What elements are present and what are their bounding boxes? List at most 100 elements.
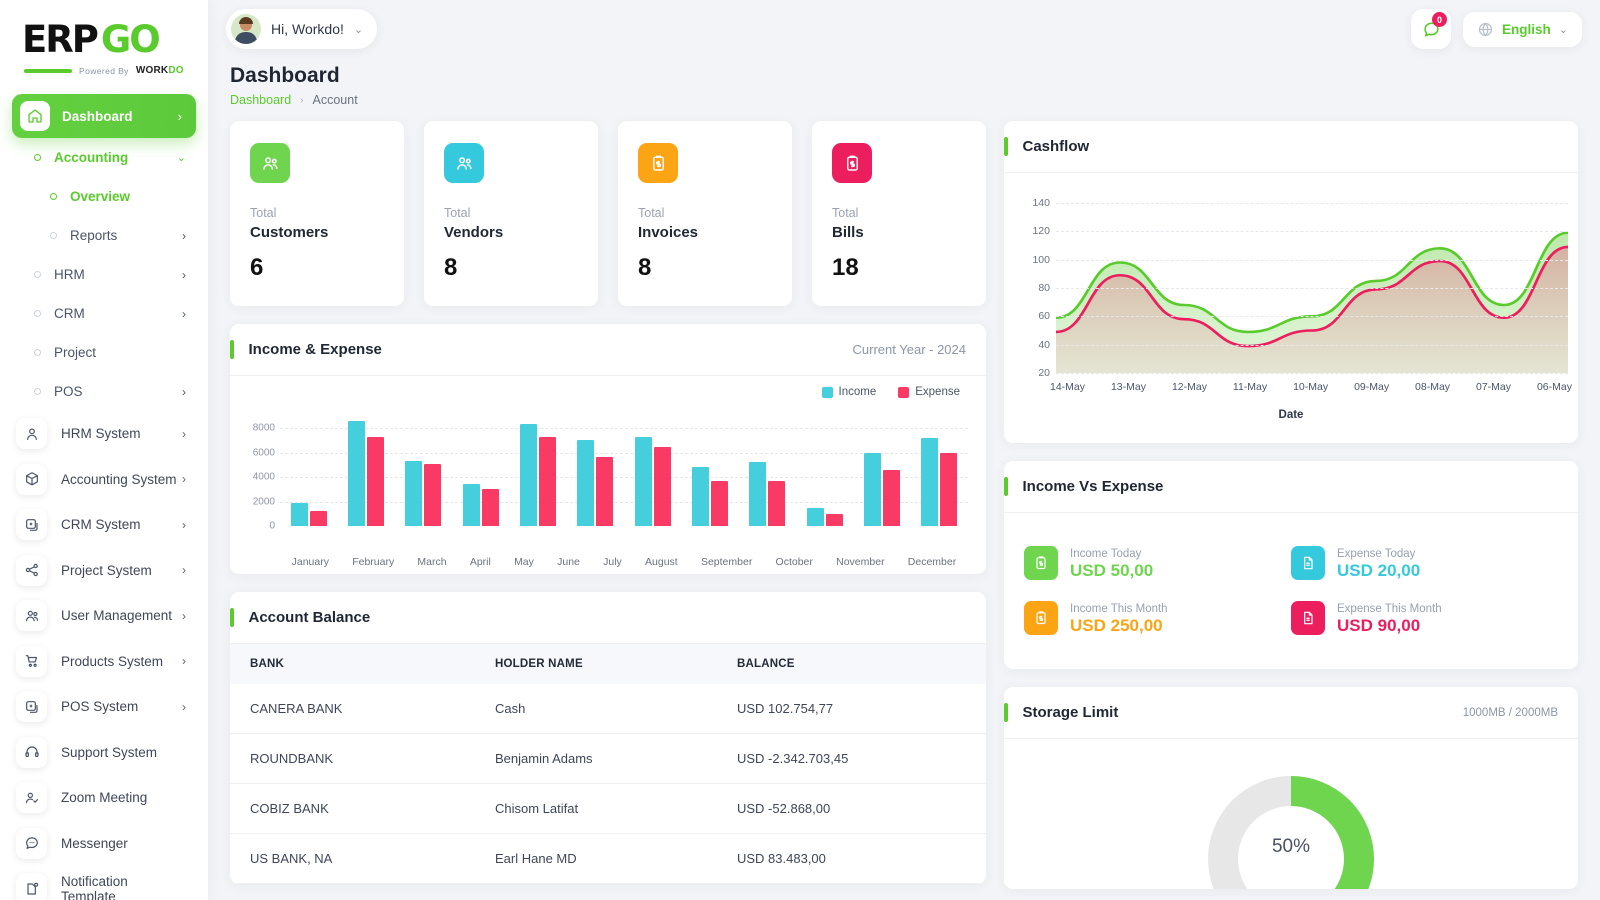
gauge-donut — [1199, 767, 1383, 889]
stat-label: Vendors — [444, 224, 504, 241]
bar-group[interactable] — [749, 416, 786, 526]
table-header-row: BANK HOLDER NAME BALANCE — [230, 644, 986, 684]
bar-group[interactable] — [405, 416, 442, 526]
box-icon — [16, 463, 47, 495]
sidebar-item-label: POS System — [61, 699, 139, 715]
table-row[interactable]: US BANK, NA Earl Hane MD USD 83.483,00 — [230, 833, 986, 884]
legend-item-income[interactable]: Income — [821, 386, 877, 398]
bar-group[interactable] — [290, 416, 327, 526]
stat-card-customers[interactable]: Total Customers 6 — [230, 121, 404, 306]
sidebar-item-crm[interactable]: CRM › — [0, 294, 208, 333]
sidebar-item-products-system[interactable]: Products System › — [0, 639, 208, 685]
x-tick-label: December — [907, 556, 957, 568]
x-tick-label: January — [291, 556, 329, 568]
sidebar-item-label: Overview — [70, 189, 131, 204]
bar-expense — [309, 511, 327, 526]
chevron-right-icon: › — [182, 384, 186, 399]
chevron-down-icon: ⌄ — [1558, 23, 1568, 36]
x-tick-label: July — [603, 556, 622, 568]
bullet-icon — [50, 193, 57, 200]
x-tick-label: 08-May — [1415, 381, 1451, 393]
bar-group[interactable] — [863, 416, 900, 526]
bar-group[interactable] — [577, 416, 614, 526]
y-tick-label: 4000 — [252, 471, 275, 483]
bar-expense — [653, 446, 671, 526]
page-title: Dashboard — [230, 64, 340, 87]
bar-group[interactable] — [806, 416, 843, 526]
table-cell: Cash — [475, 684, 717, 734]
bar-plot-area: 0 2000 4000 6000 8000 — [248, 416, 968, 546]
x-tick-label: November — [836, 556, 885, 568]
home-icon — [20, 101, 50, 131]
sidebar-item-label: Dashboard — [62, 108, 133, 124]
topbar-actions: 0 English ⌄ — [1411, 9, 1582, 49]
legend-item-expense[interactable]: Expense — [898, 386, 960, 398]
income-expense-item[interactable]: Expense This Month USD 90,00 — [1291, 590, 1558, 645]
sidebar-item-project-system[interactable]: Project System › — [0, 548, 208, 594]
sidebar-item-pos[interactable]: POS › — [0, 372, 208, 411]
table-row[interactable]: CANERA BANK Cash USD 102.754,77 — [230, 684, 986, 734]
bar-income — [634, 437, 652, 526]
sidebar-item-pos-system[interactable]: POS System › — [0, 684, 208, 730]
x-tick-label: February — [352, 556, 395, 568]
table-column-header: HOLDER NAME — [475, 644, 717, 684]
table-body: CANERA BANK Cash USD 102.754,77 ROUNDBANK Be… — [230, 684, 986, 884]
sidebar-item-reports[interactable]: Reports › — [0, 216, 208, 255]
sidebar-item-messenger[interactable]: Messenger — [0, 821, 208, 867]
user-check-icon — [16, 782, 47, 814]
income-expense-item[interactable]: Expense Today USD 20,00 — [1291, 535, 1558, 590]
sidebar-item-label: CRM — [54, 306, 85, 321]
sidebar-item-accounting[interactable]: Accounting ⌄ — [0, 138, 208, 177]
bar-group[interactable] — [921, 416, 958, 526]
sidebar-item-project[interactable]: Project — [0, 333, 208, 372]
logo-text-erp: ERP — [22, 18, 99, 61]
accent-bar — [230, 340, 234, 359]
stat-card-bills[interactable]: Total Bills 18 — [812, 121, 986, 306]
sidebar-item-notification-template[interactable]: Notification Template — [0, 866, 208, 900]
table-row[interactable]: ROUNDBANK Benjamin Adams USD -2.342.703,45 — [230, 733, 986, 784]
stat-card-vendors[interactable]: Total Vendors 8 — [424, 121, 598, 306]
sidebar-item-hrm[interactable]: HRM › — [0, 255, 208, 294]
sidebar-item-support-system[interactable]: Support System — [0, 730, 208, 776]
breadcrumb-dashboard[interactable]: Dashboard — [230, 93, 292, 107]
cashflow-area-svg — [1055, 231, 1569, 373]
logo-powered-by: Powered By — [79, 65, 129, 76]
breadcrumb: Dashboard › Account — [230, 93, 1578, 107]
sidebar-item-zoom-meeting[interactable]: Zoom Meeting — [0, 775, 208, 821]
table-cell: USD 102.754,77 — [717, 684, 986, 734]
table-row[interactable]: COBIZ BANK Chisom Latifat USD -52.868,00 — [230, 783, 986, 834]
user-menu[interactable]: Hi, Workdo! ⌄ — [226, 9, 378, 49]
x-tick-label: 06-May — [1536, 381, 1572, 393]
item-label: Income This Month — [1070, 603, 1168, 615]
bar-income — [405, 461, 423, 526]
bar-income — [921, 438, 939, 526]
sidebar-item-accounting-system[interactable]: Accounting System › — [0, 457, 208, 503]
sidebar-item-label: HRM System — [61, 426, 141, 442]
logo[interactable]: ERP GO Powered By WORKDO — [0, 0, 208, 86]
language-selector[interactable]: English ⌄ — [1463, 11, 1582, 47]
bar-group[interactable] — [519, 416, 556, 526]
income-expense-item[interactable]: Income This Month USD 250,00 — [1024, 590, 1291, 645]
sidebar-item-crm-system[interactable]: CRM System › — [0, 502, 208, 548]
stat-cards: Total Customers 6 Total Vendors 8 — [230, 121, 986, 306]
legend-label: Income — [838, 386, 877, 398]
bullet-icon — [34, 388, 41, 395]
gridline — [1056, 288, 1568, 289]
bar-group[interactable] — [691, 416, 728, 526]
storage-limit-card: Storage Limit 1000MB / 2000MB 50% — [1004, 687, 1578, 889]
income-expense-item[interactable]: Income Today USD 50,00 — [1024, 535, 1291, 590]
bar-expense — [882, 469, 900, 526]
stat-card-invoices[interactable]: Total Invoices 8 — [618, 121, 792, 306]
sidebar-item-dashboard[interactable]: Dashboard › — [12, 94, 196, 138]
card-title: Income & Expense — [248, 341, 382, 358]
sidebar-item-user-management[interactable]: User Management › — [0, 593, 208, 639]
bar-group[interactable] — [634, 416, 671, 526]
customers-icon — [250, 143, 290, 183]
x-tick-label: September — [700, 556, 753, 568]
income-vs-expense-card: Income Vs Expense Income Today USD 50,00 E… — [1004, 461, 1578, 669]
bar-group[interactable] — [347, 416, 384, 526]
sidebar-item-overview[interactable]: Overview — [0, 177, 208, 216]
bar-group[interactable] — [462, 416, 499, 526]
messenger-button[interactable]: 0 — [1411, 9, 1452, 49]
sidebar-item-hrm-system[interactable]: HRM System › — [0, 411, 208, 457]
